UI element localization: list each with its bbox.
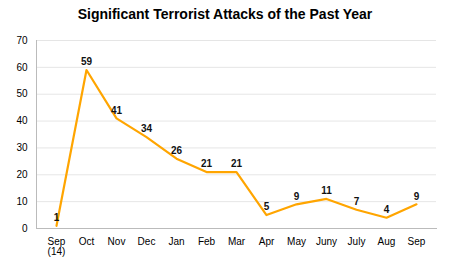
svg-text:9: 9 [414,191,420,202]
svg-text:20: 20 [16,169,28,180]
svg-text:50: 50 [16,88,28,99]
svg-text:1: 1 [54,212,60,223]
svg-text:Mar: Mar [228,236,246,247]
svg-text:30: 30 [16,142,28,153]
svg-text:May: May [287,236,306,247]
svg-text:40: 40 [16,115,28,126]
svg-text:Sep: Sep [408,236,426,247]
svg-text:0: 0 [22,223,28,234]
svg-text:Dec: Dec [138,236,156,247]
svg-text:59: 59 [81,56,93,67]
svg-text:9: 9 [294,191,300,202]
svg-text:11: 11 [321,185,332,196]
svg-text:7: 7 [354,196,360,207]
svg-text:5: 5 [264,201,270,212]
svg-text:Jan: Jan [168,236,184,247]
svg-text:July: July [348,236,366,247]
html-text:Significant Terrorist Attacks: Significant Terrorist Attacks of the Pas… [77,6,373,22]
svg-text:70: 70 [16,35,28,46]
svg-text:4: 4 [384,204,390,215]
svg-text:21: 21 [231,158,243,169]
svg-text:Feb: Feb [198,236,216,247]
svg-text:34: 34 [141,123,153,134]
svg-text:Aug: Aug [378,236,396,247]
svg-text:Oct: Oct [79,236,95,247]
svg-text:41: 41 [111,105,123,116]
svg-text:Sep(14): Sep(14) [48,236,66,257]
svg-text:21: 21 [201,158,213,169]
svg-text:Juny: Juny [316,236,337,247]
svg-text:60: 60 [16,62,28,73]
svg-text:26: 26 [171,145,183,156]
svg-text:10: 10 [16,196,28,207]
svg-text:Nov: Nov [108,236,126,247]
svg-text:Apr: Apr [259,236,275,247]
